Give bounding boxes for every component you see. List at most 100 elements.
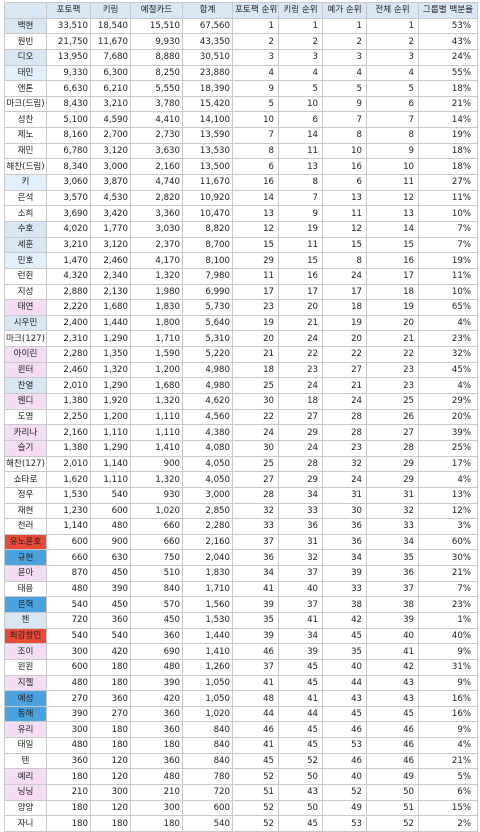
group-percent-cell: 4% [418,377,478,395]
keyring-cell: 1,200 [90,408,131,426]
etiquette-card-cell: 1,710 [130,330,183,348]
photopack-rank-cell: 37 [232,533,279,551]
total-cell: 4,560 [182,408,233,426]
card-rank-cell: 10 [322,142,367,160]
photopack-rank-cell: 41 [232,674,279,692]
keyring-rank-cell: 11 [278,236,323,254]
keyring-rank-cell: 40 [278,580,323,598]
total-cell: 6,990 [182,283,233,301]
total-cell: 13,590 [182,127,233,144]
overall-rank-cell: 49 [366,768,419,786]
keyring-cell: 1,290 [90,439,131,457]
card-rank-cell: 18 [322,299,367,316]
card-rank-cell: 36 [322,518,367,535]
overall-rank-cell: 51 [366,799,419,817]
member-name-cell: 세훈 [4,236,47,254]
keyring-rank-cell: 37 [278,596,323,613]
table-row: 지성 2,880 2,130 1,980 6,990 17 17 17 18 10% [4,283,478,301]
keyring-cell: 120 [90,799,131,817]
total-cell: 2,160 [182,533,233,551]
card-rank-cell: 31 [322,486,367,504]
overall-rank-cell: 27 [366,424,419,441]
total-cell: 4,050 [182,455,233,473]
photopack-rank-cell: 3 [232,48,279,66]
keyring-cell: 180 [90,815,131,832]
group-percent-cell: 65% [418,299,478,316]
photopack-rank-cell: 48 [232,690,279,707]
total-cell: 540 [182,815,233,832]
header-keyring-rank: 키링 순위 [278,2,323,19]
table-row: 윈윈 600 180 480 1,260 37 45 40 42 31% [4,658,478,676]
group-percent-cell: 24% [418,48,478,66]
photopack-rank-cell: 32 [232,502,279,520]
table-row: 마크(127) 2,310 1,290 1,710 5,310 20 24 20 21 23% [4,330,478,348]
total-cell: 10,920 [182,189,233,207]
member-name-cell: 예리 [4,768,47,786]
group-percent-cell: 27% [418,174,478,191]
card-rank-cell: 36 [322,533,367,551]
total-cell: 1,560 [182,596,233,613]
group-percent-cell: 2% [418,815,478,832]
group-percent-cell: 55% [418,64,478,82]
total-cell: 1,410 [182,643,233,660]
group-percent-cell: 23% [418,596,478,613]
overall-rank-cell: 23 [366,377,419,395]
table-row: 디오 13,950 7,680 8,880 30,510 3 3 3 3 24% [4,48,478,66]
keyring-rank-cell: 52 [278,752,323,770]
group-percent-cell: 32% [418,346,478,363]
etiquette-card-cell: 2,160 [130,158,183,176]
table-row: 첸 720 360 450 1,530 35 41 42 39 1% [4,611,478,629]
group-percent-cell: 40% [418,627,478,645]
header-overall-rank: 전체 순위 [366,2,419,19]
keyring-rank-cell: 29 [278,424,323,441]
table-row: 예리 180 120 480 780 52 50 40 49 5% [4,768,478,786]
card-rank-cell: 16 [322,158,367,176]
table-row: 유노윤호 600 900 660 2,160 37 31 36 34 60% [4,533,478,551]
photopack-cell: 300 [46,643,91,660]
overall-rank-cell: 16 [366,252,419,269]
keyring-rank-cell: 7 [278,189,323,207]
card-rank-cell: 19 [322,314,367,332]
overall-rank-cell: 23 [366,361,419,379]
photopack-cell: 300 [46,721,91,739]
group-percent-cell: 7% [418,220,478,238]
etiquette-card-cell: 1,800 [130,314,183,332]
table-row: 성찬 5,100 4,590 4,410 14,100 10 6 7 7 14% [4,111,478,129]
etiquette-card-cell: 570 [130,596,183,613]
overall-rank-cell: 46 [366,721,419,739]
group-percent-cell: 12% [418,502,478,520]
keyring-cell: 2,700 [90,127,131,144]
photopack-cell: 2,460 [46,361,91,379]
table-header: 포토팩 키링 예절카드 합계 포토팩 순위 키링 순위 예가 순위 전체 순위 … [4,2,478,19]
member-name-cell: 재현 [4,502,47,520]
photopack-rank-cell: 11 [232,267,279,285]
etiquette-card-cell: 3,030 [130,220,183,238]
photopack-rank-cell: 5 [232,95,279,113]
group-percent-cell: 11% [418,189,478,207]
photopack-cell: 3,210 [46,236,91,254]
total-cell: 1,830 [182,565,233,582]
photopack-rank-cell: 15 [232,236,279,254]
photopack-rank-cell: 33 [232,518,279,535]
etiquette-card-cell: 1,320 [130,471,183,488]
header-total: 합계 [182,2,233,19]
table-row: 민호 1,470 2,460 4,170 8,100 29 15 8 16 19% [4,252,478,269]
etiquette-card-cell: 1,320 [130,267,183,285]
photopack-cell: 8,160 [46,127,91,144]
card-rank-cell: 21 [322,377,367,395]
table-row: 제노 8,160 2,700 2,730 13,590 7 14 8 8 19% [4,127,478,144]
keyring-rank-cell: 23 [278,361,323,379]
total-cell: 5,310 [182,330,233,348]
group-percent-cell: 21% [418,565,478,582]
member-name-cell: 앤톤 [4,80,47,97]
table-row: 마크(드림) 8,430 3,210 3,780 15,420 5 10 9 6 21% [4,95,478,113]
etiquette-card-cell: 660 [130,518,183,535]
photopack-rank-cell: 30 [232,439,279,457]
overall-rank-cell: 34 [366,533,419,551]
member-name-cell: 닝닝 [4,784,47,801]
header-keyring: 키링 [90,2,131,19]
overall-rank-cell: 8 [366,127,419,144]
member-name-cell: 성찬 [4,111,47,129]
group-percent-cell: 10% [418,283,478,301]
photopack-rank-cell: 19 [232,314,279,332]
